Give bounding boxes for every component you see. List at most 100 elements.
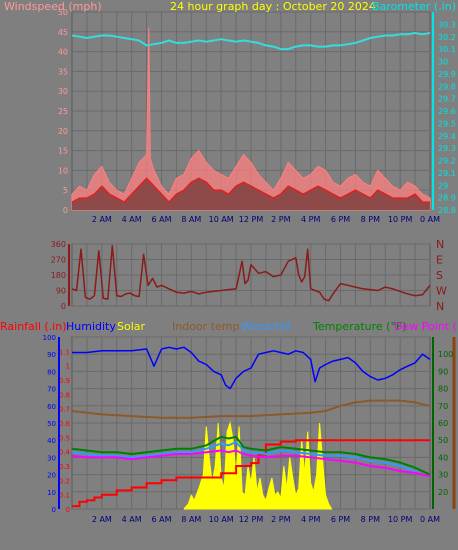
- barometer-ticks: 28.8 28.9 29 29.1 29.2 29.3 29.4 29.5 29.6 29.7 29…: [432, 12, 456, 215]
- x-tick-label: 2 PM: [271, 515, 290, 524]
- windspeed-tick-label: 20: [58, 127, 68, 136]
- windspeed-tick-label: 45: [58, 28, 68, 37]
- rainfall-ticks: 0 0.1 0.2 0.3 0.4 0.5 0.6 0.7 0.8 0.9 1 1.1: [59, 348, 71, 514]
- temperature-line: [71, 435, 431, 476]
- temperature-tick-label: 30: [438, 471, 448, 480]
- solar-area: [183, 421, 333, 510]
- rainfall-tick-label: 1.1: [59, 348, 70, 356]
- rainfall-tick-label: 0.6: [59, 420, 71, 428]
- rainfall-tick-label: 0.8: [59, 391, 70, 399]
- windspeed-tick-label: 30: [58, 87, 68, 96]
- barometer-tick-label: 28.8: [438, 206, 456, 215]
- x-tick-label: 10 AM: [209, 215, 234, 224]
- humidity-tick-label: 100: [43, 334, 56, 342]
- panel1-series: [71, 27, 431, 211]
- temperature-tick-label: 20: [438, 488, 448, 497]
- x-tick-label: 10 AM: [209, 515, 234, 524]
- humidity-tick-label: 30: [47, 454, 56, 462]
- x-tick-label: 8 AM: [181, 515, 201, 524]
- humidity-tick-label: 40: [47, 437, 56, 445]
- dewpoint-line: [71, 449, 431, 478]
- windspeed-tick-label: 15: [58, 147, 68, 156]
- windspeed-tick-label: 50: [58, 8, 68, 17]
- temperature-tick-label: 90: [438, 367, 448, 376]
- humidity-tick-label: 90: [47, 351, 56, 359]
- x-tick-label: 4 PM: [301, 515, 320, 524]
- humidity-ticks: 0 10 20 30 40 50 60 70 80 90 100: [43, 334, 60, 514]
- windspeed-tick-label: 0: [63, 206, 68, 215]
- rainfall-tick-label: 0.2: [59, 477, 70, 485]
- humidity-tick-label: 50: [47, 420, 56, 428]
- panel3-series: [71, 346, 431, 510]
- wind-direction-degree-label: 270: [51, 256, 66, 265]
- panel2-series: [71, 244, 431, 302]
- wind-direction-degree-label: 90: [56, 287, 66, 296]
- barometer-tick-label: 30: [438, 58, 448, 67]
- barometer-tick-label: 29.9: [438, 70, 456, 79]
- wind-direction-line: [71, 244, 431, 302]
- rainfall-tick-label: 0.7: [59, 406, 70, 414]
- temperature-tick-label: 40: [438, 453, 448, 462]
- barometer-axis-label: Barometer (.in): [372, 0, 456, 13]
- humidity-tick-label: 70: [47, 386, 56, 394]
- legend-item: Temperature (°F): [312, 320, 407, 333]
- barometer-tick-label: 29.2: [438, 157, 456, 166]
- barometer-tick-label: 30.2: [438, 33, 456, 42]
- compass-label: N: [436, 238, 444, 251]
- rainfall-tick-label: 0.5: [59, 434, 70, 442]
- wind-direction-degree-label: 360: [51, 240, 66, 249]
- legend-item: Rainfall (.in): [0, 320, 67, 333]
- x-tick-label: 8 PM: [361, 215, 380, 224]
- rainfall-tick-label: 0.4: [59, 449, 71, 457]
- compass-label: S: [436, 269, 443, 282]
- panel1-time-ticks: 2 AM 4 AM 6 AM 8 AM 10 AM 12 PM 2 PM 4 PM 6 PM 8 …: [92, 215, 440, 224]
- barometer-line: [71, 32, 431, 51]
- x-tick-label: 2 PM: [271, 215, 290, 224]
- temperature-tick-label: 80: [438, 385, 448, 394]
- x-tick-label: 2 AM: [92, 215, 112, 224]
- barometer-tick-label: 29.4: [438, 132, 456, 141]
- windchill-line: [71, 440, 431, 478]
- windspeed-tick-label: 25: [58, 107, 68, 116]
- temperature-tick-label: 70: [438, 402, 448, 411]
- compass-label: E: [436, 254, 443, 267]
- humidity-tick-label: 0: [52, 506, 56, 514]
- chart-title: 24 hour graph day : October 20 2024: [170, 0, 376, 13]
- barometer-tick-label: 29.6: [438, 107, 456, 116]
- x-tick-label: 6 PM: [331, 215, 350, 224]
- compass-label: W: [436, 285, 447, 298]
- compass-label: N: [436, 300, 444, 313]
- barometer-tick-label: 28.9: [438, 194, 456, 203]
- x-tick-label: 0 AM: [420, 215, 440, 224]
- rainfall-tick-label: 0.3: [59, 463, 70, 471]
- humidity-tick-label: 80: [47, 368, 56, 376]
- humidity-line: [72, 346, 431, 390]
- barometer-tick-label: 30.1: [438, 45, 456, 54]
- barometer-tick-label: 29.1: [438, 169, 456, 178]
- windspeed-axis-label: Windspeed (mph): [4, 0, 102, 13]
- x-tick-label: 2 AM: [92, 515, 112, 524]
- wind-direction-degree-label: 0: [61, 302, 66, 311]
- panel3-legend: Rainfall (.in) Humidity Solar Indoor temp Wi…: [0, 320, 458, 333]
- legend-item: Humidity: [66, 320, 116, 333]
- x-tick-label: 6 PM: [331, 515, 350, 524]
- temperature-tick-label: 100: [438, 350, 453, 359]
- temperature-tick-label: 50: [438, 436, 448, 445]
- windspeed-ticks: 0 5 10 15 20 25 30 35 40 45 50: [58, 8, 68, 215]
- humidity-tick-label: 10: [47, 489, 56, 497]
- x-tick-label: 0 AM: [420, 515, 440, 524]
- x-tick-label: 8 AM: [181, 215, 201, 224]
- x-tick-label: 4 AM: [122, 215, 142, 224]
- x-tick-label: 10 PM: [388, 515, 413, 524]
- rainfall-tick-label: 1: [66, 363, 70, 371]
- temperature-tick-label: 60: [438, 419, 448, 428]
- panel2-grid: [72, 243, 430, 307]
- windspeed-tick-label: 40: [58, 48, 68, 57]
- barometer-tick-label: 30.3: [438, 20, 456, 29]
- x-tick-label: 12 PM: [239, 515, 264, 524]
- panel3-time-ticks: 2 AM 4 AM 6 AM 8 AM 10 AM 12 PM 2 PM 4 PM 6 PM 8 …: [92, 515, 440, 524]
- barometer-tick-label: 29.7: [438, 95, 456, 104]
